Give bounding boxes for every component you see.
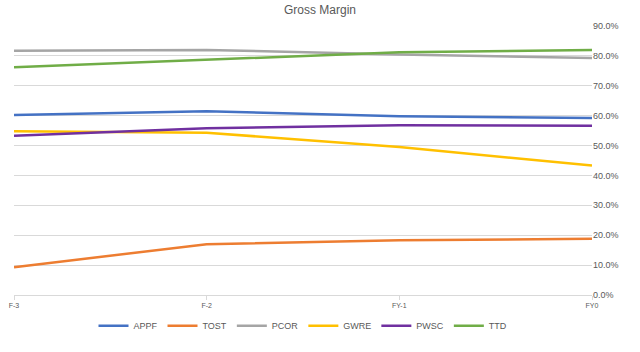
svg-text:PCOR: PCOR	[272, 321, 299, 331]
svg-text:FY-1: FY-1	[392, 302, 407, 309]
svg-text:GWRE: GWRE	[343, 321, 371, 331]
svg-text:TTD: TTD	[489, 321, 507, 331]
svg-text:50.0%: 50.0%	[593, 141, 619, 151]
svg-text:10.0%: 10.0%	[593, 260, 619, 270]
svg-text:FY0: FY0	[586, 302, 599, 309]
svg-text:70.0%: 70.0%	[593, 81, 619, 91]
svg-text:20.0%: 20.0%	[593, 230, 619, 240]
svg-text:0.0%: 0.0%	[593, 290, 614, 300]
svg-text:PWSC: PWSC	[416, 321, 444, 331]
svg-text:F-3: F-3	[9, 302, 20, 309]
svg-text:90.0%: 90.0%	[593, 21, 619, 31]
svg-text:30.0%: 30.0%	[593, 200, 619, 210]
svg-text:Gross Margin: Gross Margin	[284, 3, 356, 17]
svg-text:40.0%: 40.0%	[593, 171, 619, 181]
svg-text:60.0%: 60.0%	[593, 111, 619, 121]
svg-text:TOST: TOST	[203, 321, 227, 331]
svg-text:APPF: APPF	[134, 321, 158, 331]
svg-text:80.0%: 80.0%	[593, 51, 619, 61]
svg-text:F-2: F-2	[201, 302, 212, 309]
